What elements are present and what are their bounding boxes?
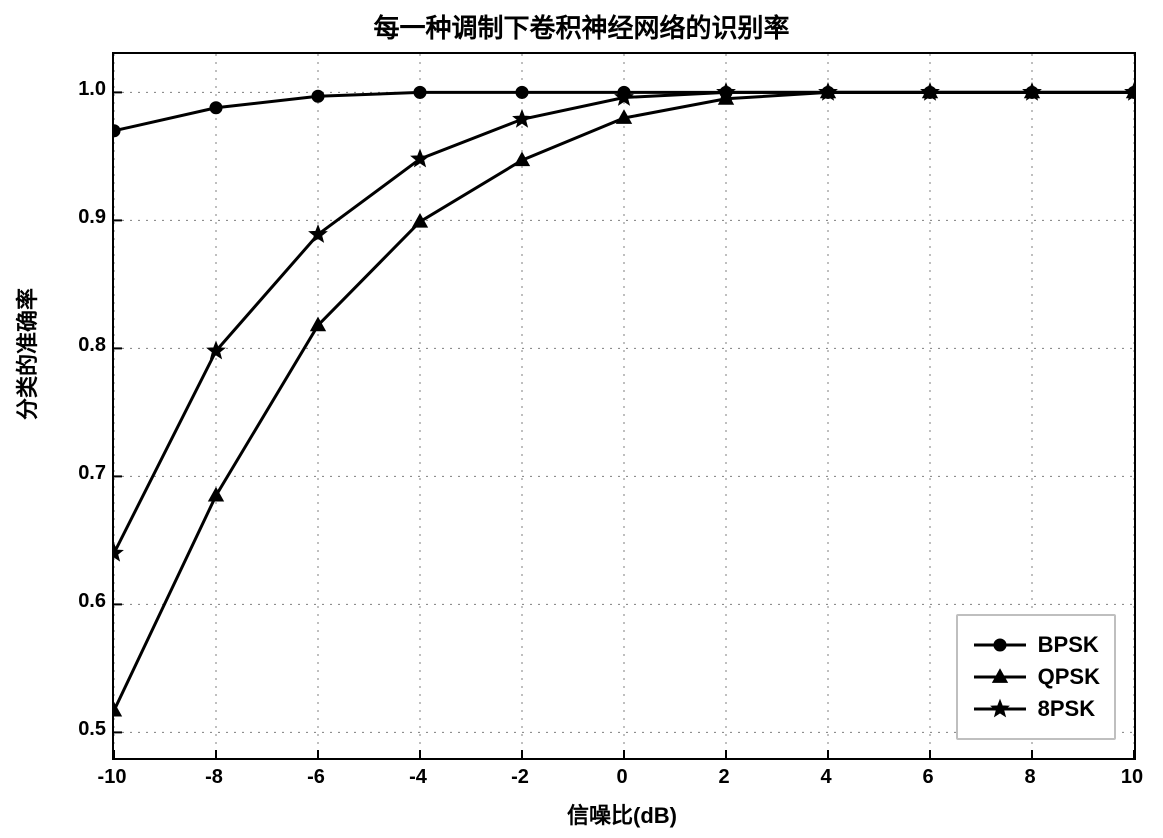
series-marker-8psk <box>513 110 530 126</box>
y-tick-label: 0.8 <box>62 334 106 357</box>
series-marker-bpsk <box>312 90 324 102</box>
legend-entry-bpsk: BPSK <box>972 632 1100 658</box>
x-tick-label: 0 <box>602 766 642 789</box>
x-tick-label: 10 <box>1112 766 1152 789</box>
series-marker-bpsk <box>114 125 120 137</box>
x-tick-label: 2 <box>704 766 744 789</box>
legend-label: 8PSK <box>1038 696 1095 722</box>
legend-label: BPSK <box>1038 632 1099 658</box>
legend-label: QPSK <box>1038 664 1100 690</box>
series-marker-qpsk <box>413 214 428 227</box>
plot-area: BPSK QPSK 8PSK <box>112 52 1136 760</box>
x-tick-label: -2 <box>500 766 540 789</box>
y-tick-label: 0.5 <box>62 718 106 741</box>
y-axis-label: 分类的准确率 <box>10 392 42 420</box>
x-tick-label: -4 <box>398 766 438 789</box>
x-tick-label: 6 <box>908 766 948 789</box>
y-tick-label: 1.0 <box>62 78 106 101</box>
x-axis-label: 信噪比(dB) <box>112 798 1132 830</box>
x-tick-label: -10 <box>92 766 132 789</box>
legend-entry-qpsk: QPSK <box>972 664 1100 690</box>
legend-entry-8psk: 8PSK <box>972 696 1100 722</box>
legend: BPSK QPSK 8PSK <box>956 614 1116 740</box>
x-tick-label: -6 <box>296 766 336 789</box>
series-marker-bpsk <box>414 86 426 98</box>
y-tick-label: 0.6 <box>62 590 106 613</box>
series-marker-bpsk <box>210 102 222 114</box>
series-marker-bpsk <box>516 86 528 98</box>
series-line-8psk <box>114 92 1134 553</box>
x-tick-label: -8 <box>194 766 234 789</box>
y-tick-label: 0.9 <box>62 206 106 229</box>
chart-container: 每一种调制下卷积神经网络的识别率 BPSK QPSK 8PSK 信噪比(dB) 分类… <box>0 0 1163 838</box>
x-tick-label: 4 <box>806 766 846 789</box>
chart-title: 每一种调制下卷积神经网络的识别率 <box>0 8 1163 45</box>
x-tick-label: 8 <box>1010 766 1050 789</box>
y-tick-label: 0.7 <box>62 462 106 485</box>
